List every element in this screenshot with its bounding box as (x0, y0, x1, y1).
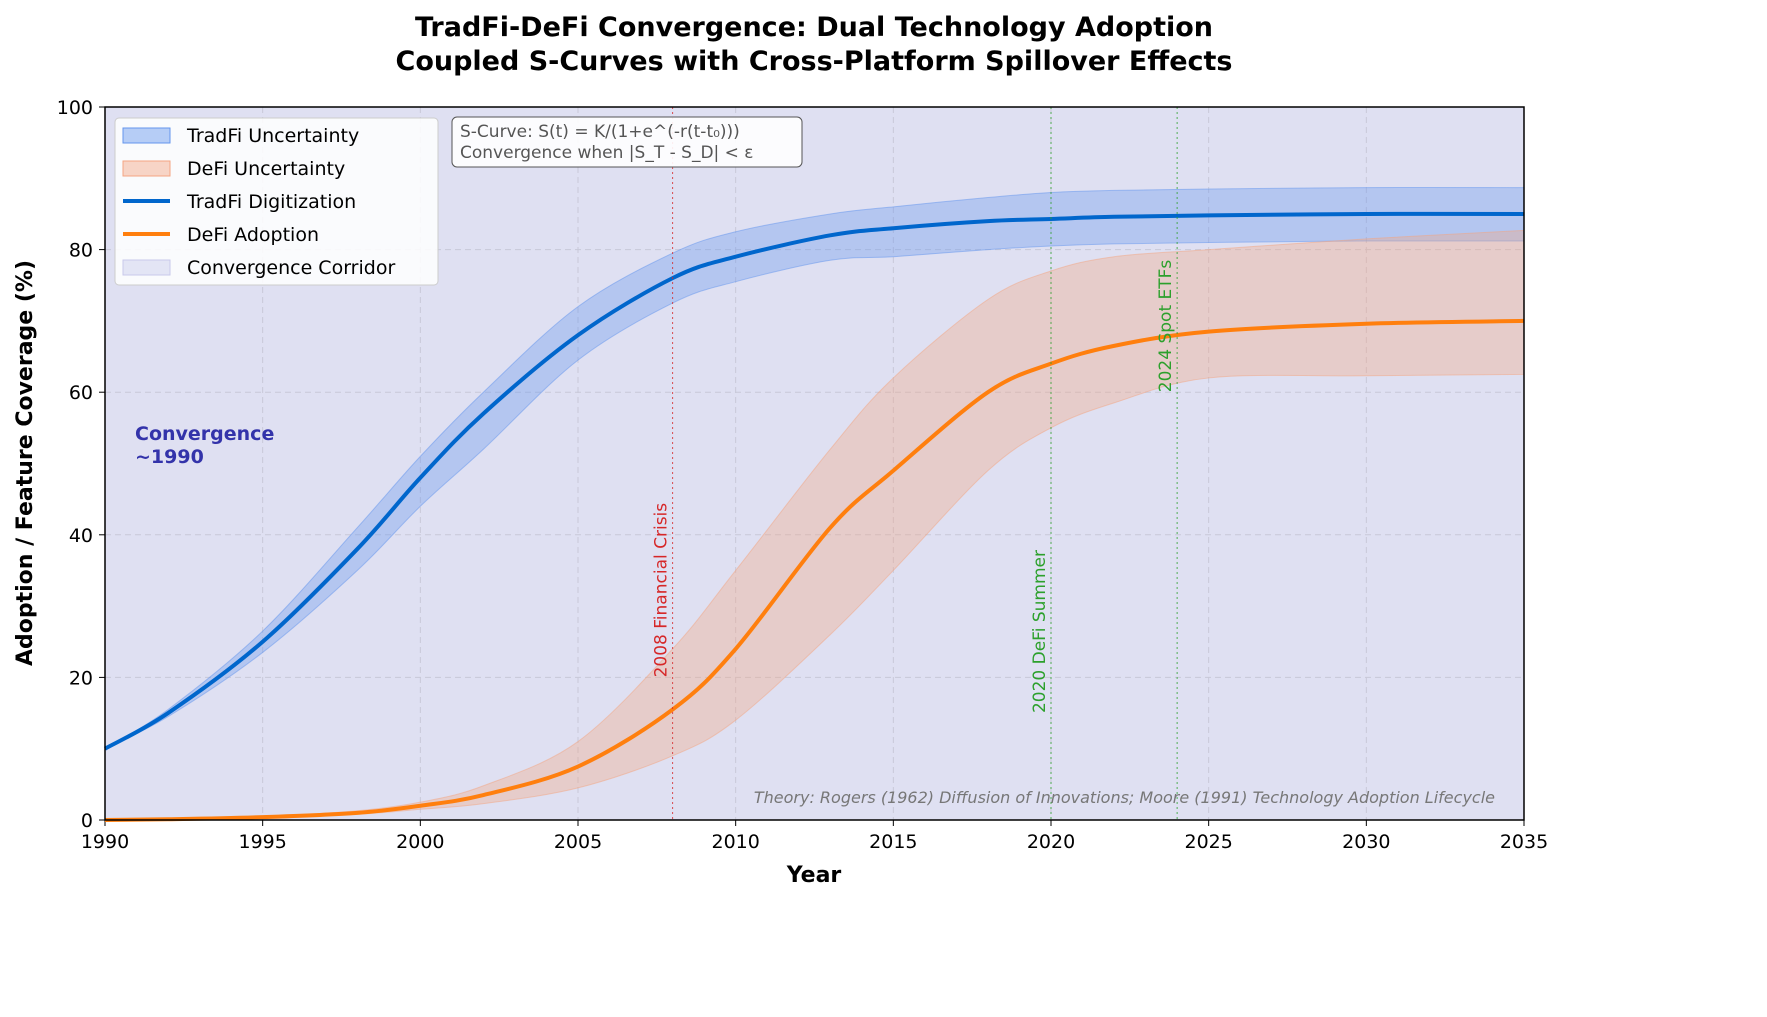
legend-label: TradFi Uncertainty (186, 125, 359, 147)
y-tick-label: 20 (69, 667, 93, 689)
x-tick-label: 2030 (1342, 831, 1390, 853)
formula-text: S-Curve: S(t) = K/(1+e^(-r(t-t₀))) (460, 122, 740, 142)
x-tick-label: 1995 (238, 831, 286, 853)
x-tick-label: 2015 (869, 831, 917, 853)
y-tick-label: 60 (69, 382, 93, 404)
x-tick-label: 2025 (1184, 831, 1232, 853)
legend-label: TradFi Digitization (186, 191, 356, 213)
legend-swatch (122, 259, 171, 276)
x-tick-label: 2000 (396, 831, 444, 853)
x-tick-label: 2035 (1500, 831, 1548, 853)
y-tick-label: 100 (57, 97, 93, 119)
legend-swatch (122, 127, 171, 144)
event-label: 2024 Spot ETFs (1156, 260, 1176, 393)
x-tick-label: 2005 (554, 831, 602, 853)
annotation-line1: Convergence (135, 423, 274, 445)
event-label: 2020 DeFi Summer (1030, 550, 1050, 713)
formula-text: Convergence when |S_T - S_D| < ε (460, 143, 754, 163)
chart-subtitle: Coupled S-Curves with Cross-Platform Spi… (396, 46, 1233, 77)
annotation-line2: ~1990 (135, 446, 204, 468)
y-tick-label: 0 (81, 810, 93, 832)
y-axis-label: Adoption / Feature Coverage (%) (13, 260, 38, 666)
x-axis-label: Year (786, 863, 842, 888)
chart-title: TradFi-DeFi Convergence: Dual Technology… (415, 12, 1213, 43)
series-line-0 (104, 211, 1525, 751)
legend-label: DeFi Adoption (187, 224, 319, 246)
uncertainty-band-1 (104, 229, 1525, 821)
legend (114, 117, 439, 286)
legend-label: Convergence Corridor (187, 257, 395, 279)
x-tick-label: 2010 (711, 831, 759, 853)
x-tick-label: 2020 (1027, 831, 1075, 853)
legend-swatch (122, 160, 171, 177)
footnote: Theory: Rogers (1962) Diffusion of Innov… (754, 788, 1495, 807)
event-label: 2008 Financial Crisis (652, 503, 672, 678)
x-tick-label: 1990 (81, 831, 129, 853)
series-line-1 (104, 318, 1525, 822)
formula-box (451, 116, 803, 168)
y-tick-label: 80 (69, 240, 93, 262)
y-tick-label: 40 (69, 525, 93, 547)
plot-frame (104, 106, 1525, 821)
legend-label: DeFi Uncertainty (187, 158, 345, 180)
